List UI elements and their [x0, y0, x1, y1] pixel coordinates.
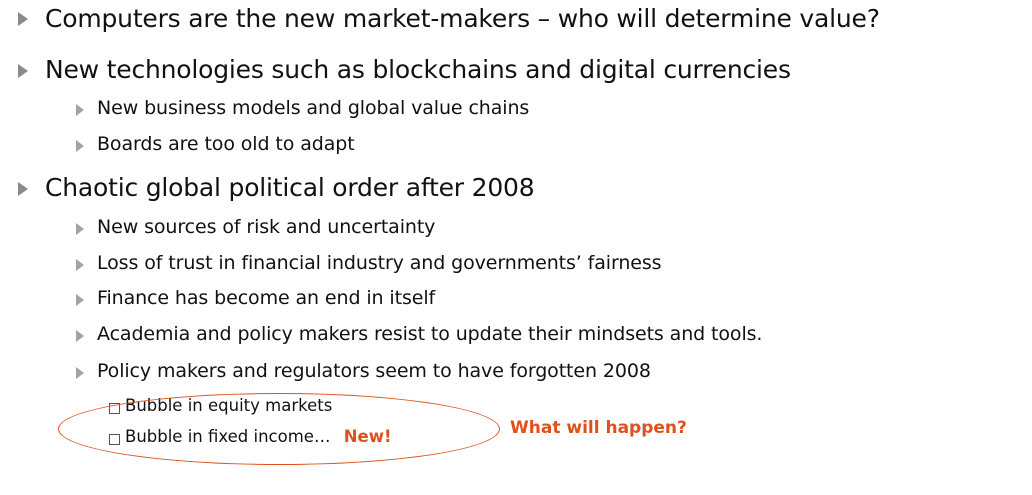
bullet-level1: New technologies such as blockchains and…	[45, 55, 791, 84]
bullet-arrow-icon	[18, 64, 28, 78]
bullet-arrow-icon	[76, 104, 84, 116]
bullet-level2: Finance has become an end in itself	[97, 287, 436, 309]
bullet-arrow-icon	[76, 367, 84, 379]
bullet-arrow-icon	[76, 223, 84, 235]
bullet-level2: New business models and global value cha…	[97, 97, 530, 119]
bullet-arrow-icon	[76, 140, 84, 152]
bullet-level1: Chaotic global political order after 200…	[45, 173, 535, 202]
bullet-level2: Loss of trust in financial industry and …	[97, 252, 662, 274]
bullet-level2: New sources of risk and uncertainty	[97, 216, 436, 238]
bullet-arrow-icon	[76, 294, 84, 306]
bullet-level2: Policy makers and regulators seem to hav…	[97, 360, 651, 382]
bullet-arrow-icon	[18, 12, 28, 26]
bullet-arrow-icon	[76, 259, 84, 271]
bullet-level1: Computers are the new market-makers – wh…	[45, 4, 880, 33]
highlight-oval	[58, 393, 500, 465]
bullet-arrow-icon	[18, 182, 28, 196]
bullet-level2: Academia and policy makers resist to upd…	[97, 323, 763, 345]
bullet-arrow-icon	[76, 330, 84, 342]
callout-text: What will happen?	[510, 418, 687, 438]
bullet-level2: Boards are too old to adapt	[97, 133, 355, 155]
